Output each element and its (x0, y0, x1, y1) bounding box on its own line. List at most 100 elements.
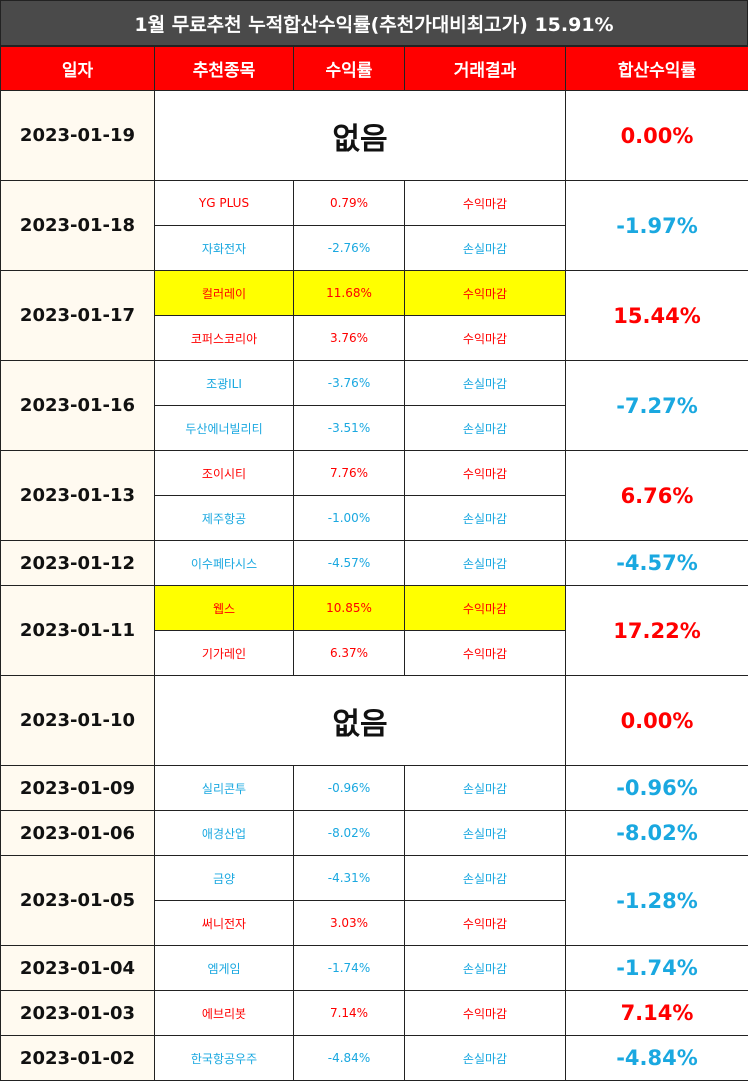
stock-name-cell: 금양 (154, 855, 294, 901)
trade-result-cell: 손실마감 (404, 765, 566, 811)
stock-name-cell: 에브리봇 (154, 990, 294, 1036)
stock-rate-cell: -3.76% (293, 360, 405, 406)
stock-rate-cell: -0.96% (293, 765, 405, 811)
table-row: 2023-01-12 이수페타시스 -4.57% 손실마감 -4.57% (0, 540, 748, 586)
trade-result-cell: 수익마감 (404, 630, 566, 676)
stock-rate-cell: 3.76% (293, 315, 405, 361)
table-row: 2023-01-10 없음 0.00% (0, 675, 748, 766)
header-rate: 수익률 (293, 46, 405, 91)
table-row: 2023-01-19 없음 0.00% (0, 90, 748, 181)
stock-rate-cell: 6.37% (293, 630, 405, 676)
table-row: 2023-01-13 조이시티 7.76% 수익마감 6.76% (0, 450, 748, 541)
table-row: 2023-01-04 엠게임 -1.74% 손실마감 -1.74% (0, 945, 748, 991)
trade-result-cell: 수익마감 (404, 990, 566, 1036)
header-stock: 추천종목 (154, 46, 294, 91)
stock-name-cell: 코퍼스코리아 (154, 315, 294, 361)
trade-result-cell: 수익마감 (404, 270, 566, 316)
stock-rate-cell: 3.03% (293, 900, 405, 946)
stock-rate-cell: 10.85% (293, 585, 405, 631)
table-row: 써니전자 3.03% 수익마감 (1, 900, 748, 946)
stock-name-cell: 이수페타시스 (154, 540, 294, 586)
date-cell: 2023-01-09 (0, 765, 155, 811)
stock-name-cell: 두산에너빌리티 (154, 405, 294, 451)
total-return-cell: 17.22% (565, 585, 748, 676)
no-recommendation-cell: 없음 (154, 90, 566, 181)
date-cell: 2023-01-16 (0, 360, 155, 451)
date-cell: 2023-01-02 (0, 1035, 155, 1081)
total-return-cell: -0.96% (565, 765, 748, 811)
stock-rate-cell: 0.79% (293, 180, 405, 226)
stock-rate-cell: 11.68% (293, 270, 405, 316)
header-row: 일자 추천종목 수익률 거래결과 합산수익률 (0, 46, 748, 91)
stock-rate-cell: -4.84% (293, 1035, 405, 1081)
table-row: 자화전자 -2.76% 손실마감 (1, 225, 748, 271)
date-cell: 2023-01-05 (0, 855, 155, 946)
header-result: 거래결과 (404, 46, 566, 91)
trade-result-cell: 수익마감 (404, 900, 566, 946)
table-row: 2023-01-05 금양 -4.31% 손실마감 -1.28% (0, 855, 748, 946)
date-cell: 2023-01-13 (0, 450, 155, 541)
stock-rate-cell: -4.31% (293, 855, 405, 901)
stock-rate-cell: 7.76% (293, 450, 405, 496)
date-cell: 2023-01-18 (0, 180, 155, 271)
trade-result-cell: 손실마감 (404, 1035, 566, 1081)
trade-result-cell: 수익마감 (404, 450, 566, 496)
total-return-cell: -1.74% (565, 945, 748, 991)
table-body: 2023-01-19 없음 0.00% 2023-01-18 YG PLUS 0.79% 수… (0, 90, 748, 1081)
total-return-cell: -8.02% (565, 810, 748, 856)
stock-rate-cell: -1.00% (293, 495, 405, 541)
header-total: 합산수익률 (565, 46, 748, 91)
total-return-cell: -4.84% (565, 1035, 748, 1081)
stock-name-cell: 애경산업 (154, 810, 294, 856)
header-date: 일자 (0, 46, 155, 91)
total-return-cell: 6.76% (565, 450, 748, 541)
trade-result-cell: 손실마감 (404, 945, 566, 991)
stock-name-cell: 기가레인 (154, 630, 294, 676)
total-return-cell: 0.00% (565, 90, 748, 181)
stock-name-cell: 자화전자 (154, 225, 294, 271)
date-cell: 2023-01-19 (0, 90, 155, 181)
date-cell: 2023-01-11 (0, 585, 155, 676)
date-cell: 2023-01-04 (0, 945, 155, 991)
stock-rate-cell: 7.14% (293, 990, 405, 1036)
trade-result-cell: 수익마감 (404, 585, 566, 631)
stock-rate-cell: -2.76% (293, 225, 405, 271)
table-row: 기가레인 6.37% 수익마감 (1, 630, 748, 676)
trade-result-cell: 수익마감 (404, 315, 566, 361)
date-cell: 2023-01-06 (0, 810, 155, 856)
table-row: 2023-01-06 애경산업 -8.02% 손실마감 -8.02% (0, 810, 748, 856)
stock-name-cell: 실리콘투 (154, 765, 294, 811)
total-return-cell: -4.57% (565, 540, 748, 586)
recommendation-table: 일자 추천종목 수익률 거래결과 합산수익률 2023-01-19 없음 0.00%… (0, 46, 748, 1081)
stock-rate-cell: -8.02% (293, 810, 405, 856)
date-cell: 2023-01-03 (0, 990, 155, 1036)
page-title: 1월 무료추천 누적합산수익률(추천가대비최고가) 15.91% (0, 0, 748, 46)
no-recommendation-cell: 없음 (154, 675, 566, 766)
stock-name-cell: 조이시티 (154, 450, 294, 496)
trade-result-cell: 손실마감 (404, 225, 566, 271)
total-return-cell: 15.44% (565, 270, 748, 361)
date-cell: 2023-01-17 (0, 270, 155, 361)
date-cell: 2023-01-10 (0, 675, 155, 766)
stock-name-cell: 엠게임 (154, 945, 294, 991)
stock-name-cell: 컬러레이 (154, 270, 294, 316)
date-cell: 2023-01-12 (0, 540, 155, 586)
total-return-cell: -1.97% (565, 180, 748, 271)
stock-rate-cell: -4.57% (293, 540, 405, 586)
table-row: 2023-01-16 조광ILI -3.76% 손실마감 -7.27% (0, 360, 748, 451)
table-row: 두산에너빌리티 -3.51% 손실마감 (1, 405, 748, 451)
trade-result-cell: 손실마감 (404, 855, 566, 901)
stock-rate-cell: -3.51% (293, 405, 405, 451)
stock-name-cell: YG PLUS (154, 180, 294, 226)
trade-result-cell: 손실마감 (404, 810, 566, 856)
table-row: 제주항공 -1.00% 손실마감 (1, 495, 748, 541)
stock-name-cell: 써니전자 (154, 900, 294, 946)
total-return-cell: -7.27% (565, 360, 748, 451)
table-row: 2023-01-02 한국항공우주 -4.84% 손실마감 -4.84% (0, 1035, 748, 1081)
stock-name-cell: 웹스 (154, 585, 294, 631)
trade-result-cell: 수익마감 (404, 180, 566, 226)
table-row: 2023-01-18 YG PLUS 0.79% 수익마감 -1.97% (0, 180, 748, 271)
table-row: 2023-01-11 웹스 10.85% 수익마감 17.22% (0, 585, 748, 676)
stock-name-cell: 조광ILI (154, 360, 294, 406)
